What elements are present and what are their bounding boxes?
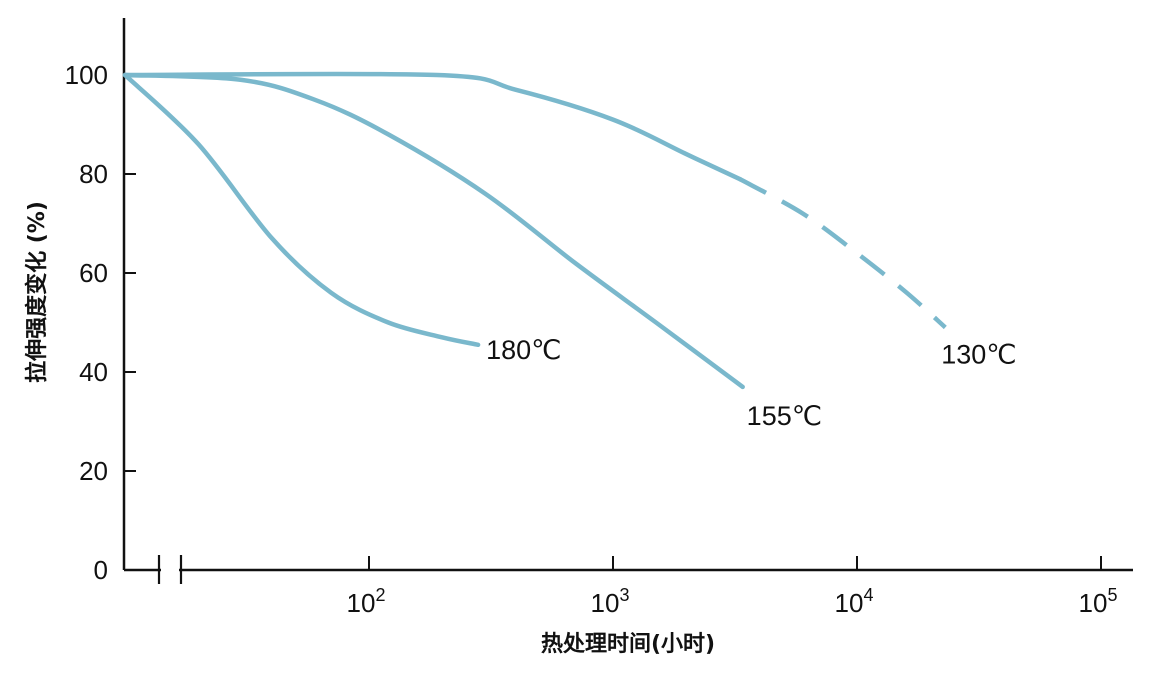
y-tick-label: 60 (79, 258, 108, 288)
y-tick-label: 20 (79, 456, 108, 486)
y-tick-label: 80 (79, 159, 108, 189)
series-line-180 (122, 72, 481, 348)
series-label-180: 180℃ (486, 335, 561, 365)
series-line-dashed-130 (738, 176, 947, 330)
x-tick-label: 104 (835, 585, 874, 618)
x-tick-label: 102 (347, 585, 386, 618)
y-axis-title: 拉伸强度变化 (%) (24, 201, 50, 383)
y-ticks: 0 20 40 60 80 100 (65, 60, 136, 585)
series-labels: 180℃ 155℃ 130℃ (486, 335, 1017, 431)
series-layer (122, 71, 947, 390)
y-tick-label: 100 (65, 60, 108, 90)
series-label-130: 130℃ (941, 339, 1016, 369)
x-tick-label: 103 (591, 585, 630, 618)
axis-break-gap (161, 567, 179, 573)
x-tick-label: 105 (1079, 585, 1118, 618)
axes (122, 18, 1133, 584)
series-line-130 (122, 71, 742, 182)
x-ticks: 102 103 104 105 (347, 556, 1118, 618)
y-tick-label: 0 (94, 555, 108, 585)
y-tick-label: 40 (79, 357, 108, 387)
series-label-155: 155℃ (747, 401, 822, 431)
x-axis-title: 热处理时间(小时) (541, 631, 715, 657)
series-line-155 (122, 72, 745, 390)
